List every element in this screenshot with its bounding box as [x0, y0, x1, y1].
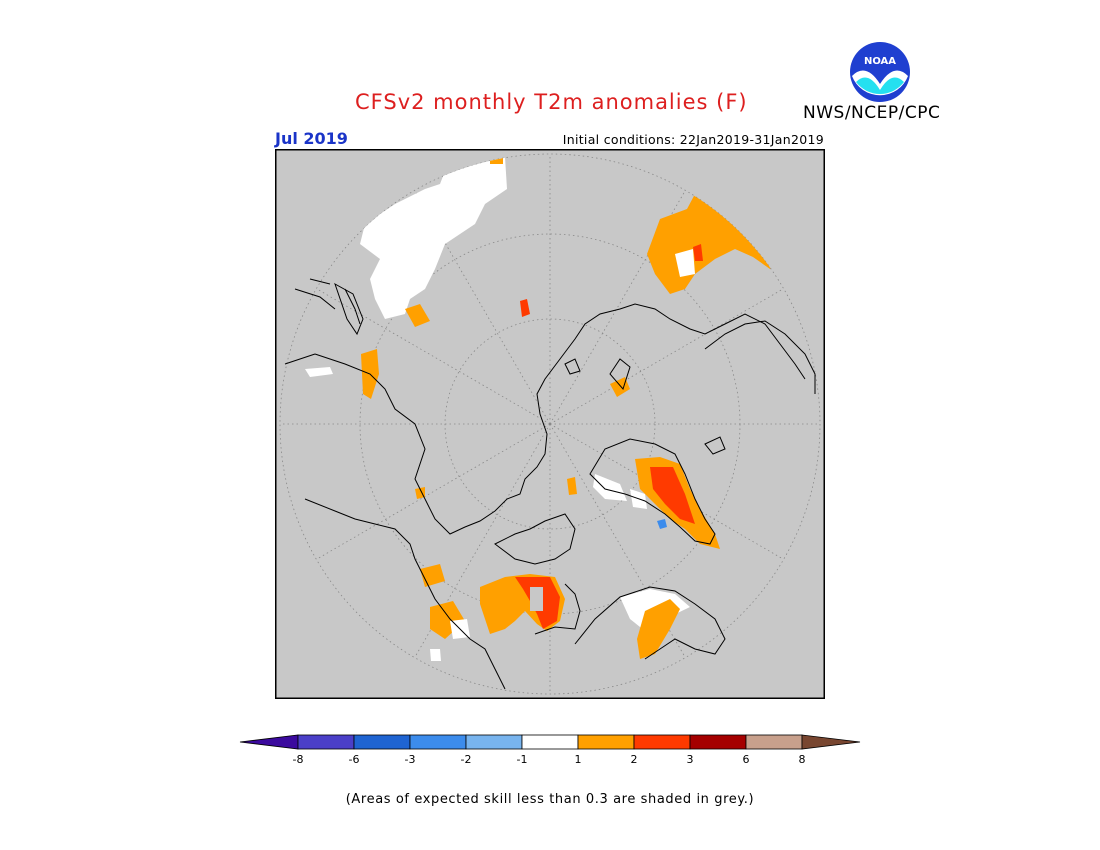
map-frame: [274, 148, 826, 700]
coastline-svalbard: [564, 358, 581, 375]
colorbar-swatch: [689, 734, 747, 750]
anomaly-white-patch: [305, 367, 333, 377]
colorbar-arrow-right: [801, 734, 861, 750]
target-month-label: Jul 2019: [275, 129, 348, 148]
colorbar-tick-label: 2: [631, 753, 638, 766]
colorbar-swatch: [465, 734, 523, 750]
coastline-hudson-bay: [534, 583, 581, 635]
coastlines: [284, 278, 816, 690]
anomaly-orange-region-europe-south: [637, 599, 680, 659]
anomaly-red-region-greenland: [650, 467, 695, 524]
coastline-greenland: [589, 438, 716, 545]
anomaly-red-patch: [693, 244, 703, 261]
colorbar-tick-label: -6: [349, 753, 360, 766]
anomaly-red-patch: [520, 299, 530, 317]
anomaly-orange-patch: [415, 487, 425, 499]
initial-conditions-label: Initial conditions: 22Jan2019-31Jan2019: [562, 132, 824, 147]
anomaly-orange-patch: [430, 601, 465, 639]
colorbar-arrow-left: [239, 734, 299, 750]
colorbar-tick-label: -8: [293, 753, 304, 766]
skill-footnote: (Areas of expected skill less than 0.3 a…: [345, 792, 755, 807]
colorbar-tick-label: -3: [405, 753, 416, 766]
anomaly-orange-patch: [405, 304, 430, 327]
coastline-north-america: [304, 498, 506, 690]
colorbar-tick-label: 1: [575, 753, 582, 766]
colorbar-swatch: [633, 734, 691, 750]
anomaly-orange-patch: [567, 477, 577, 495]
anomaly-grey-patch: [530, 587, 543, 611]
coastline-kamchatka: [334, 282, 364, 336]
graticule-outer-circle: [279, 153, 821, 695]
chart-title: CFSv2 monthly T2m anomalies (F): [355, 90, 748, 114]
colorbar-swatch: [745, 734, 803, 750]
noaa-logo: NOAA: [848, 40, 912, 104]
coastline-east-asia: [284, 278, 361, 365]
anomaly-blue-patch: [657, 519, 667, 529]
coastline-scandinavia: [704, 320, 816, 394]
coastline-iceland: [704, 436, 726, 455]
colorbar-tick-label: 6: [743, 753, 750, 766]
noaa-logo-text: NOAA: [864, 56, 896, 67]
colorbar-swatch: [353, 734, 411, 750]
colorbar-swatch: [577, 734, 635, 750]
coastline-arctic-islands: [494, 513, 576, 565]
anomaly-white-patch: [675, 249, 695, 277]
anomaly-white-patch: [593, 474, 627, 501]
coastline-europe: [574, 586, 726, 660]
organization-label: NWS/NCEP/CPC: [803, 103, 941, 123]
colorbar-tick-label: 3: [687, 753, 694, 766]
coastline-novaya-zemlya: [609, 358, 631, 391]
colorbar: -8 -6 -3 -2 -1 1 2 3 6 8: [238, 732, 862, 772]
colorbar-swatch: [409, 734, 467, 750]
colorbar-tick-label: -1: [517, 753, 528, 766]
colorbar-swatch: [521, 734, 579, 750]
anomaly-white-patch: [430, 649, 441, 661]
colorbar-tick-label: 8: [799, 753, 806, 766]
coastline-eurasia-north: [314, 303, 806, 535]
colorbar-swatch: [297, 734, 355, 750]
anomaly-white-region-pacific: [360, 157, 507, 319]
colorbar-tick-label: -2: [461, 753, 472, 766]
polar-map: [274, 148, 826, 700]
